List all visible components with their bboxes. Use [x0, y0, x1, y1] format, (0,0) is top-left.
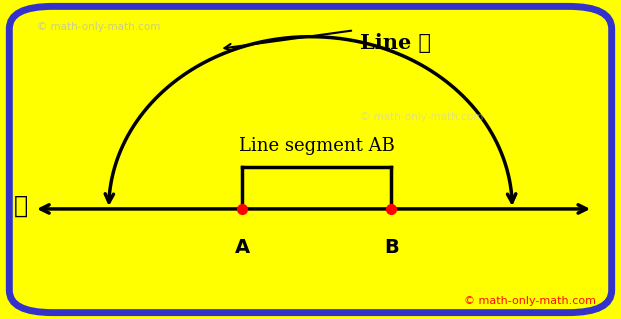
Text: Line ℓ: Line ℓ	[360, 33, 431, 54]
Text: ℓ: ℓ	[14, 194, 28, 217]
Text: © math-only-math.com: © math-only-math.com	[360, 112, 484, 122]
Text: B: B	[384, 238, 399, 257]
Text: Line segment AB: Line segment AB	[238, 137, 395, 155]
Text: A: A	[235, 238, 250, 257]
FancyBboxPatch shape	[9, 6, 612, 313]
Text: © math-only-math.com: © math-only-math.com	[37, 22, 161, 32]
Text: © math-only-math.com: © math-only-math.com	[464, 296, 596, 306]
